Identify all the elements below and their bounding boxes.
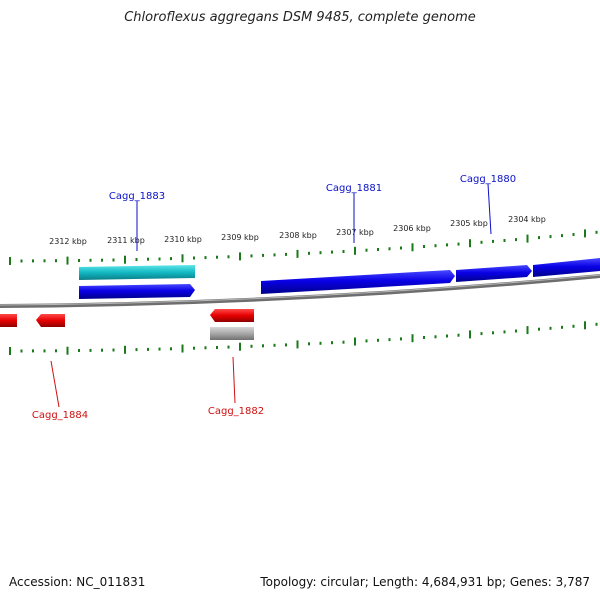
gene-cagg-1880[interactable]	[456, 265, 532, 282]
genome-title: Chloroflexus aggregans DSM 9485, complet…	[124, 10, 476, 25]
gene-reverse-left-edge[interactable]	[0, 314, 17, 327]
gene-callout-line	[487, 183, 492, 235]
gene-cagg-1883-highlight[interactable]	[79, 265, 195, 280]
lower-scale-ticks	[9, 321, 598, 355]
gene-label-cagg-1880[interactable]: Cagg_1880	[460, 174, 516, 185]
scale-label: 2307 kbp	[336, 228, 374, 237]
upper-scale-ticks	[9, 229, 598, 265]
gene-forward-edge[interactable]	[533, 258, 600, 277]
genome-backbone-highlight	[0, 274, 600, 306]
gene-cagg-1882[interactable]	[210, 309, 254, 322]
scale-label: 2306 kbp	[393, 224, 431, 233]
gene-callout-line	[232, 356, 236, 404]
accession-text: Accession: NC_011831	[9, 575, 146, 589]
gene-cagg-1882-pseudo[interactable]	[210, 327, 254, 340]
scale-label: 2310 kbp	[164, 235, 202, 244]
genome-summary-text: Topology: circular; Length: 4,684,931 bp…	[260, 575, 590, 589]
scale-label: 2311 kbp	[107, 236, 145, 245]
scale-label: 2304 kbp	[508, 215, 546, 224]
gene-cagg-1883[interactable]	[79, 284, 195, 299]
gene-label-cagg-1883[interactable]: Cagg_1883	[109, 191, 165, 202]
gene-label-cagg-1881[interactable]: Cagg_1881	[326, 183, 382, 194]
scale-label: 2305 kbp	[450, 219, 488, 228]
scale-label: 2308 kbp	[279, 231, 317, 240]
scale-label: 2312 kbp	[49, 237, 87, 246]
gene-callout-line	[50, 360, 60, 408]
gene-label-cagg-1884[interactable]: Cagg_1884	[32, 410, 88, 421]
gene-cagg-1881[interactable]	[261, 270, 455, 294]
gene-cagg-1884[interactable]	[36, 314, 65, 327]
scale-label: 2309 kbp	[221, 233, 259, 242]
genome-backbone	[0, 274, 600, 308]
gene-label-cagg-1882[interactable]: Cagg_1882	[208, 406, 264, 417]
